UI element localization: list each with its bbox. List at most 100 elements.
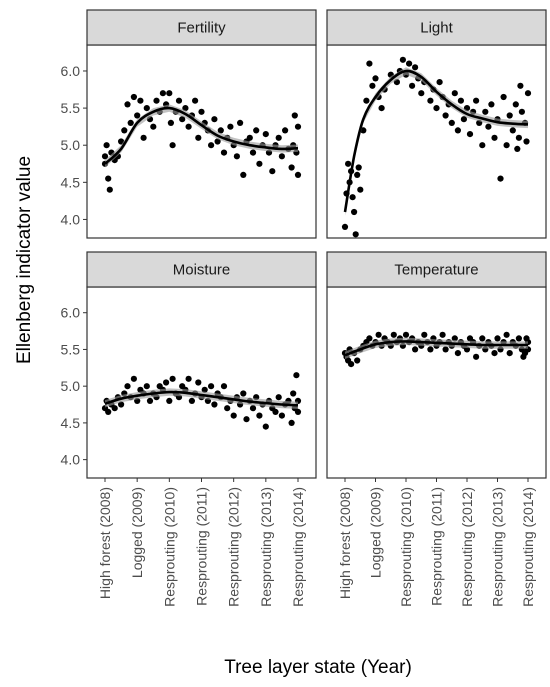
data-point	[201, 386, 208, 393]
data-point	[121, 127, 128, 134]
data-point	[256, 412, 263, 419]
data-point	[269, 168, 276, 175]
data-point	[436, 79, 443, 86]
facet-strip-label: Fertility	[177, 20, 226, 37]
data-point	[479, 335, 486, 342]
data-point	[240, 390, 247, 397]
data-point	[272, 408, 279, 415]
data-point	[457, 97, 464, 104]
data-point	[412, 346, 419, 353]
data-point	[448, 119, 455, 126]
smooth-line	[104, 106, 299, 165]
data-point	[249, 405, 257, 412]
data-point	[262, 131, 269, 138]
data-point	[294, 123, 302, 130]
data-point	[378, 105, 385, 112]
data-point	[103, 142, 110, 149]
data-point	[354, 357, 361, 364]
data-point	[275, 394, 282, 401]
y-axis-title: Ellenberg indicator value	[14, 156, 35, 364]
data-point	[355, 164, 362, 171]
facet-strip	[326, 9, 547, 46]
data-point	[494, 335, 501, 342]
panel-fertility: Fertility 4.0 4.5 5.0 5.5 6.0	[61, 9, 317, 239]
data-point	[130, 93, 137, 101]
data-point	[509, 127, 516, 134]
data-point	[369, 82, 376, 89]
x-tick-label: Resprouting (2012)	[226, 487, 242, 607]
data-point	[442, 346, 449, 353]
data-point	[169, 375, 176, 382]
x-tick-label: Resprouting (2013)	[258, 487, 274, 607]
data-point	[517, 82, 524, 89]
x-tick-label: High forest (2008)	[337, 487, 353, 599]
data-point	[291, 112, 298, 119]
data-point	[352, 231, 359, 238]
data-point	[375, 331, 382, 338]
data-point	[515, 335, 523, 342]
data-point	[473, 353, 480, 360]
data-point	[421, 331, 428, 338]
data-point	[105, 175, 112, 182]
x-tick-label: Resprouting (2012)	[459, 487, 475, 607]
data-point	[150, 123, 157, 130]
panels-layer: Fertility 4.0 4.5 5.0 5.5 6.0 Light Moisture 4.0…	[61, 9, 547, 607]
data-point	[520, 353, 527, 360]
data-point	[406, 60, 413, 67]
y-tick-label: 5.5	[61, 100, 81, 116]
data-point	[143, 105, 150, 112]
data-point	[278, 412, 285, 419]
data-point	[412, 64, 419, 71]
x-tick-label: Resprouting (2014)	[520, 487, 536, 607]
data-point	[427, 97, 434, 104]
data-point	[488, 101, 495, 108]
data-point	[124, 101, 131, 108]
data-point	[214, 138, 221, 145]
facet-strip	[326, 251, 547, 288]
data-point	[188, 397, 195, 404]
data-point	[195, 134, 202, 141]
data-point	[451, 90, 458, 97]
data-point	[167, 119, 174, 126]
data-point	[166, 397, 173, 404]
smooth-line	[344, 340, 528, 357]
data-point	[485, 123, 492, 130]
facet-strip	[86, 251, 317, 288]
data-point	[127, 119, 134, 126]
data-point	[198, 108, 205, 115]
data-point	[351, 208, 358, 216]
data-point	[211, 401, 218, 408]
data-point	[523, 138, 530, 145]
y-tick-label: 5.0	[61, 137, 81, 153]
data-point	[153, 97, 160, 104]
data-point	[185, 123, 192, 130]
data-point	[195, 379, 202, 386]
x-tick-label: High forest (2008)	[97, 487, 113, 599]
data-point	[497, 175, 504, 182]
data-point	[240, 171, 247, 178]
data-point	[523, 335, 530, 342]
data-point	[454, 350, 461, 357]
data-point	[512, 101, 519, 108]
smooth-line	[343, 69, 529, 213]
data-point	[349, 194, 356, 201]
data-point	[402, 331, 410, 338]
data-point	[224, 405, 231, 412]
data-point	[208, 383, 215, 390]
data-point	[363, 97, 370, 104]
data-point	[491, 134, 498, 141]
data-point	[427, 346, 434, 353]
data-point	[524, 90, 532, 97]
data-point	[246, 134, 253, 141]
data-point	[143, 383, 150, 390]
x-tick-label: Resprouting (2010)	[398, 487, 414, 607]
data-point	[111, 405, 118, 412]
data-point	[256, 160, 263, 167]
data-point	[442, 112, 449, 119]
data-point	[175, 97, 183, 104]
data-point	[348, 361, 355, 368]
data-point	[451, 335, 458, 342]
data-point	[208, 142, 215, 149]
data-point	[491, 350, 498, 357]
